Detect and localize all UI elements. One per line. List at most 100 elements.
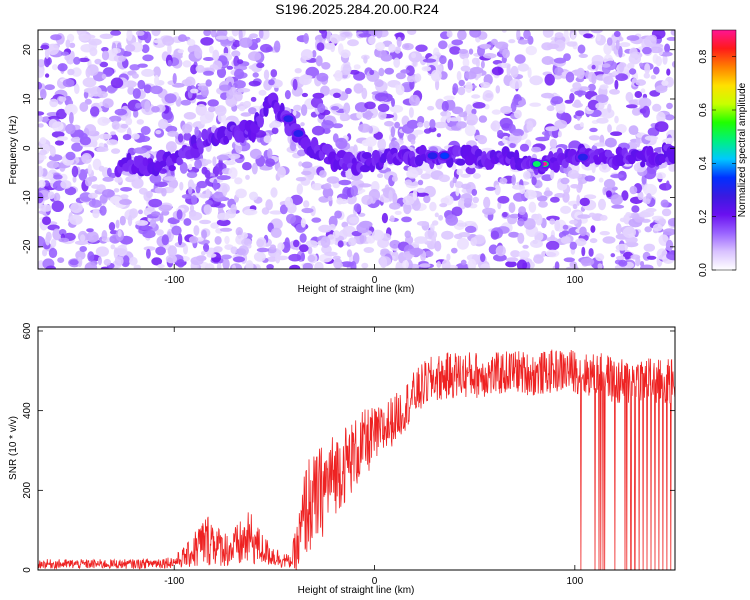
heatmap-cell: [416, 121, 424, 128]
heatmap-cell: [581, 246, 586, 257]
heatmap-hotspot: [580, 155, 586, 160]
heatmap-cell: [216, 154, 229, 161]
heatmap-cell: [411, 52, 417, 59]
heatmap-cell: [605, 190, 612, 198]
heatmap-cell: [307, 254, 316, 262]
heatmap-cell: [522, 244, 529, 249]
heatmap-cell: [106, 139, 119, 146]
heatmap-cell: [371, 229, 385, 241]
heatmap-cell: [176, 209, 183, 220]
heatmap-cell: [610, 194, 623, 206]
heatmap-cell: [577, 44, 586, 54]
heatmap-cell: [300, 104, 308, 116]
heatmap-cell: [46, 43, 60, 55]
heatmap-cell: [71, 67, 82, 77]
heatmap-cell: [671, 61, 675, 68]
colorbar-tick-label: 0.6: [698, 103, 709, 117]
heatmap-cell: [423, 120, 430, 129]
heatmap-cell: [652, 223, 663, 232]
heatmap-cell: [626, 35, 640, 41]
heatmap-cell: [495, 85, 501, 94]
heatmap-cell: [161, 234, 169, 246]
heatmap-cell: [48, 119, 58, 129]
heatmap-cell: [508, 231, 520, 238]
heatmap-cell: [118, 55, 126, 62]
heatmap-cell: [334, 210, 342, 219]
heatmap-cell: [601, 63, 611, 68]
heatmap-cell: [485, 93, 493, 98]
snr-x-tick-label: 0: [372, 576, 378, 587]
heatmap-cell: [256, 62, 265, 69]
heatmap-cell: [619, 42, 631, 48]
heatmap-cell: [249, 33, 258, 39]
heatmap-cell: [517, 39, 529, 45]
heatmap-cell: [627, 62, 635, 69]
heatmap-cell: [86, 231, 99, 243]
heatmap-cell: [553, 57, 567, 64]
heatmap-cell: [179, 181, 184, 191]
heatmap-cell: [102, 176, 114, 182]
heatmap-cell: [588, 135, 601, 141]
heatmap-cell: [120, 187, 133, 192]
heatmap-cell: [414, 73, 422, 83]
heatmap-x-tick-label: -100: [164, 275, 184, 286]
heatmap-cell: [137, 63, 148, 68]
heatmap-cell: [628, 125, 639, 135]
heatmap-cell: [146, 248, 151, 259]
heatmap-cell: [562, 191, 570, 203]
heatmap-cell: [162, 36, 175, 46]
heatmap-cell: [79, 246, 87, 252]
heatmap-cell: [110, 244, 116, 250]
heatmap-cell: [120, 194, 129, 199]
heatmap-cell: [451, 247, 458, 254]
heatmap-cell: [575, 110, 585, 117]
heatmap-cell: [523, 30, 531, 40]
heatmap-cell: [321, 30, 328, 39]
heatmap-cell: [470, 237, 478, 247]
heatmap-ridge-cell: [361, 152, 372, 160]
heatmap-cell: [39, 149, 48, 156]
heatmap-cell: [171, 225, 182, 236]
heatmap-cell: [414, 265, 419, 269]
heatmap-cell: [458, 49, 469, 54]
heatmap-cell: [554, 119, 568, 129]
heatmap-cell: [551, 96, 564, 105]
heatmap-cell: [42, 216, 51, 226]
heatmap-cell: [591, 64, 596, 70]
heatmap-cell: [74, 83, 80, 95]
heatmap-cell: [300, 122, 305, 127]
heatmap-cell: [480, 253, 486, 263]
heatmap-cell: [250, 38, 259, 45]
heatmap-cell: [578, 53, 588, 59]
heatmap-cell: [628, 53, 641, 65]
heatmap-cell: [471, 94, 481, 99]
heatmap-cell: [536, 195, 548, 202]
heatmap-cell: [212, 49, 220, 61]
heatmap-cell: [52, 64, 58, 71]
heatmap-cell: [332, 230, 340, 239]
heatmap-cell: [588, 248, 594, 257]
heatmap-ridge-cell: [658, 155, 667, 164]
heatmap-cell: [258, 89, 267, 96]
heatmap-cell: [240, 112, 252, 117]
heatmap-cell: [65, 151, 76, 161]
heatmap-cell: [299, 244, 309, 253]
snr-x-tick-label: 100: [566, 576, 583, 587]
heatmap-cell: [408, 107, 414, 118]
heatmap-cell: [38, 154, 47, 161]
heatmap-cell: [658, 218, 667, 225]
heatmap-cell: [626, 141, 638, 151]
heatmap-cell: [62, 78, 75, 88]
heatmap-cell: [177, 133, 184, 143]
heatmap-cell: [381, 212, 388, 224]
heatmap-cell: [117, 229, 122, 238]
heatmap-cell: [263, 69, 270, 81]
heatmap-cell: [619, 217, 627, 223]
heatmap-cell: [377, 138, 387, 151]
heatmap-x-ticks: -100 0 100: [164, 30, 584, 286]
heatmap-cell: [534, 231, 544, 242]
heatmap-cell: [181, 123, 193, 134]
heatmap-cell: [316, 42, 325, 52]
heatmap-cell: [266, 256, 277, 262]
heatmap-cell: [420, 173, 432, 180]
